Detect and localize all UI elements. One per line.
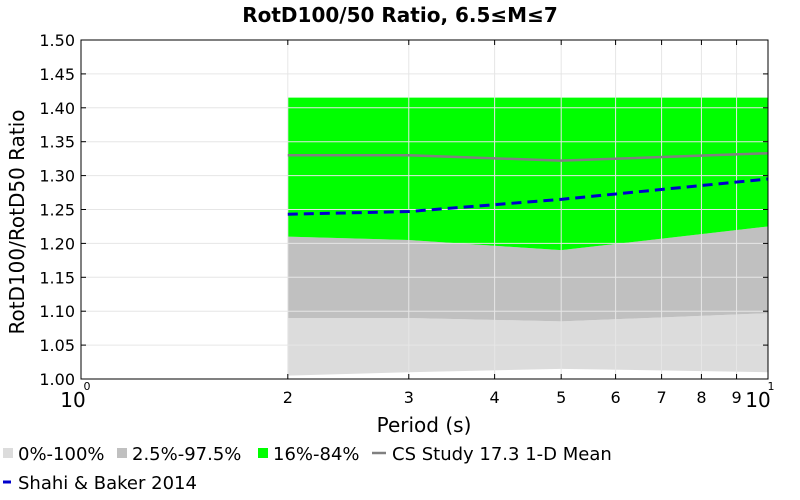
x-tick-label: 4 (490, 388, 500, 407)
x-tick-label: 5 (556, 388, 566, 407)
legend-swatch (117, 448, 127, 458)
band-2.5%-97.5% (287, 226, 768, 322)
legend-swatch (3, 448, 13, 458)
legend-label: 0%-100% (18, 444, 105, 465)
plot-area: 1.00 1.05 1.10 1.15 1.20 1.25 1.30 1.35 1.40 1.45… (39, 31, 774, 412)
legend-label: 16%-84% (273, 444, 360, 465)
y-tick-label: 1.05 (39, 336, 75, 355)
legend-item: 2.5%-97.5% (117, 444, 241, 465)
x-tick-label: 3 (404, 388, 414, 407)
x-decade-label: 10 (745, 388, 770, 412)
y-tick-label: 1.15 (39, 268, 75, 287)
x-tick-label: 9 (731, 388, 741, 407)
y-tick-label: 1.25 (39, 201, 75, 220)
x-axis-label: Period (s) (377, 413, 472, 437)
x-tick-label: 8 (696, 388, 706, 407)
legend-item: 16%-84% (258, 444, 360, 465)
y-tick-label: 1.30 (39, 167, 75, 186)
x-tick-label: 6 (610, 388, 620, 407)
x-tick-label: 7 (656, 388, 666, 407)
legend-label: 2.5%-97.5% (132, 444, 241, 465)
legend-label: Shahi & Baker 2014 (18, 473, 197, 494)
legend-swatch (258, 448, 268, 458)
legend-item: Shahi & Baker 2014 (3, 473, 197, 494)
x-tick-label: 2 (283, 388, 293, 407)
y-tick-label: 1.45 (39, 65, 75, 84)
band-0%-100% (287, 313, 768, 376)
band-16%-84% (287, 97, 768, 251)
series-line-Shahi & Baker 2014 (287, 177, 769, 216)
legend: 0%-100% 2.5%-97.5% 16%-84% CS Study 17.3 1-… (3, 444, 612, 494)
x-decade-exponent: 1 (768, 380, 775, 393)
y-tick-label: 1.20 (39, 234, 75, 253)
x-decade-exponent: 0 (84, 380, 91, 393)
y-axis-label: RotD100/RotD50 Ratio (5, 109, 29, 334)
chart-title: RotD100/50 Ratio, 6.5≤M≤7 (242, 3, 558, 27)
y-tick-label: 1.10 (39, 302, 75, 321)
x-decade-label: 10 (60, 388, 85, 412)
y-tick-label: 1.00 (39, 370, 75, 389)
legend-label: CS Study 17.3 1-D Mean (392, 444, 612, 465)
legend-item: CS Study 17.3 1-D Mean (372, 444, 612, 465)
legend-item: 0%-100% (3, 444, 105, 465)
y-tick-label: 1.40 (39, 99, 75, 118)
y-tick-label: 1.35 (39, 133, 75, 152)
y-tick-label: 1.50 (39, 31, 75, 50)
series-line-CS Study 17.3 1-D Mean (287, 151, 769, 162)
